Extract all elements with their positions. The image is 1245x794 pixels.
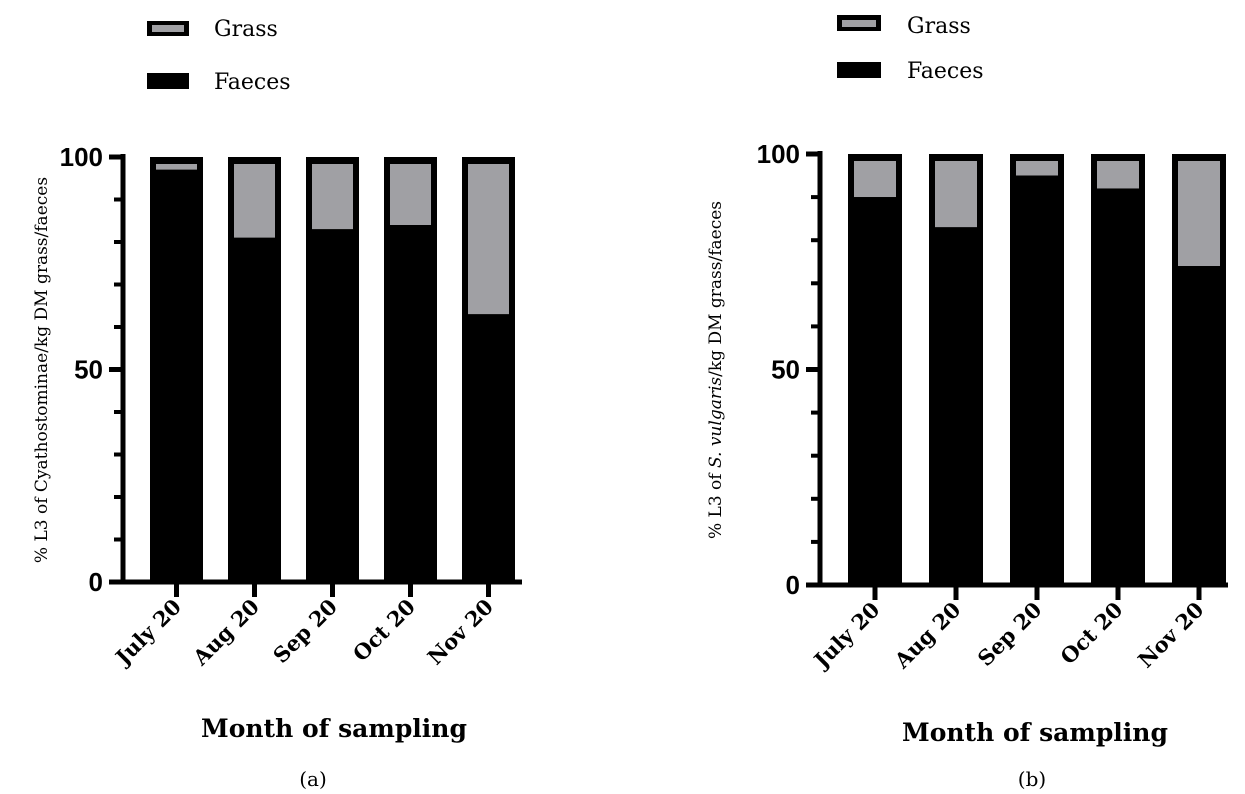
bar-grass-b-5 (1178, 161, 1220, 267)
y-tick-label-a-3: 100 (60, 142, 103, 172)
legend-faeces-swatch-a (147, 73, 189, 89)
bar-faeces-b-1 (848, 197, 902, 585)
y-axis-label-a: % L3 of Cyathostominae/kg DM grass/faece… (32, 177, 52, 563)
x-tick-label-a-2: Aug 20 (187, 594, 264, 671)
x-tick-label-a-3: Sep 20 (268, 594, 342, 668)
panel-label-b: (b) (1018, 767, 1046, 791)
bar-grass-a-5 (468, 164, 509, 315)
legend-faeces-label-b: Faeces (907, 59, 984, 84)
y-tick-label-b-3: 100 (757, 139, 800, 169)
bar-grass-b-3 (1016, 161, 1058, 176)
x-tick-label-b-4: Oct 20 (1055, 597, 1127, 669)
bar-faeces-b-5 (1172, 266, 1226, 585)
y-axis-label-b-suffix: /kg DM grass/faeces (706, 201, 726, 377)
bars-a (150, 157, 515, 582)
x-tick-label-a-4: Oct 20 (348, 594, 420, 666)
x-axis-label-b: Month of sampling (902, 718, 1168, 747)
bar-faeces-b-2 (929, 227, 983, 585)
y-tick-label-b-2: 50 (771, 355, 800, 385)
legend-a: Grass Faeces (147, 17, 291, 95)
x-tick-label-b-2: Aug 20 (889, 597, 966, 674)
legend-grass-label-a: Grass (214, 17, 278, 42)
legend-faeces-label-a: Faeces (214, 70, 291, 95)
x-tick-label-a-1: July 20 (109, 594, 186, 671)
y-axis-label-b: % L3 of S. vulgaris/kg DM grass/faeces (706, 201, 726, 539)
bar-grass-a-4 (390, 164, 431, 225)
bar-grass-a-3 (312, 164, 353, 230)
bar-faeces-a-2 (228, 237, 281, 582)
bar-faeces-a-4 (384, 225, 437, 582)
bar-faeces-a-3 (306, 229, 359, 582)
axes-a: July 20 Aug 20 Sep 20 Oct 20 Nov 20 0 50 100 (60, 142, 522, 671)
chart-panel-b: Grass Faeces July 20 Aug 20 Sep 20 Oct 20 No… (706, 14, 1228, 791)
bar-faeces-a-1 (150, 169, 203, 582)
bar-faeces-b-4 (1091, 188, 1145, 586)
bar-grass-b-1 (854, 161, 896, 198)
y-axis-label-b-prefix: % L3 of (706, 468, 726, 539)
x-tick-label-b-5: Nov 20 (1133, 597, 1209, 673)
panel-label-a: (a) (299, 767, 327, 791)
x-axis-label-a: Month of sampling (201, 714, 467, 743)
x-tick-label-b-1: July 20 (808, 597, 885, 674)
bar-grass-a-2 (234, 164, 275, 238)
y-tick-label-b-1: 0 (786, 570, 800, 600)
bar-grass-a-1 (156, 164, 197, 170)
bar-faeces-a-5 (462, 314, 515, 582)
y-tick-label-a-1: 0 (89, 567, 103, 597)
y-tick-label-a-2: 50 (74, 355, 103, 385)
legend-b: Grass Faeces (837, 14, 984, 84)
legend-grass-swatch-fill-a (152, 25, 184, 32)
x-tick-label-a-5: Nov 20 (422, 594, 498, 670)
legend-grass-label-b: Grass (907, 14, 971, 39)
chart-panel-a: Grass Faeces July 20 Aug 20 Sep 20 Oct 20 No… (32, 17, 522, 791)
y-axis-label-b-italic: S. vulgaris (706, 377, 726, 468)
bars-b (848, 154, 1226, 586)
bar-grass-b-4 (1097, 161, 1139, 189)
bar-grass-b-2 (935, 161, 977, 228)
bar-faeces-b-3 (1010, 175, 1064, 586)
x-tick-label-b-3: Sep 20 (972, 597, 1046, 671)
legend-faeces-swatch-b (837, 62, 881, 78)
legend-grass-swatch-fill-b (842, 20, 876, 27)
axes-b: July 20 Aug 20 Sep 20 Oct 20 Nov 20 0 50 100 (757, 139, 1228, 674)
